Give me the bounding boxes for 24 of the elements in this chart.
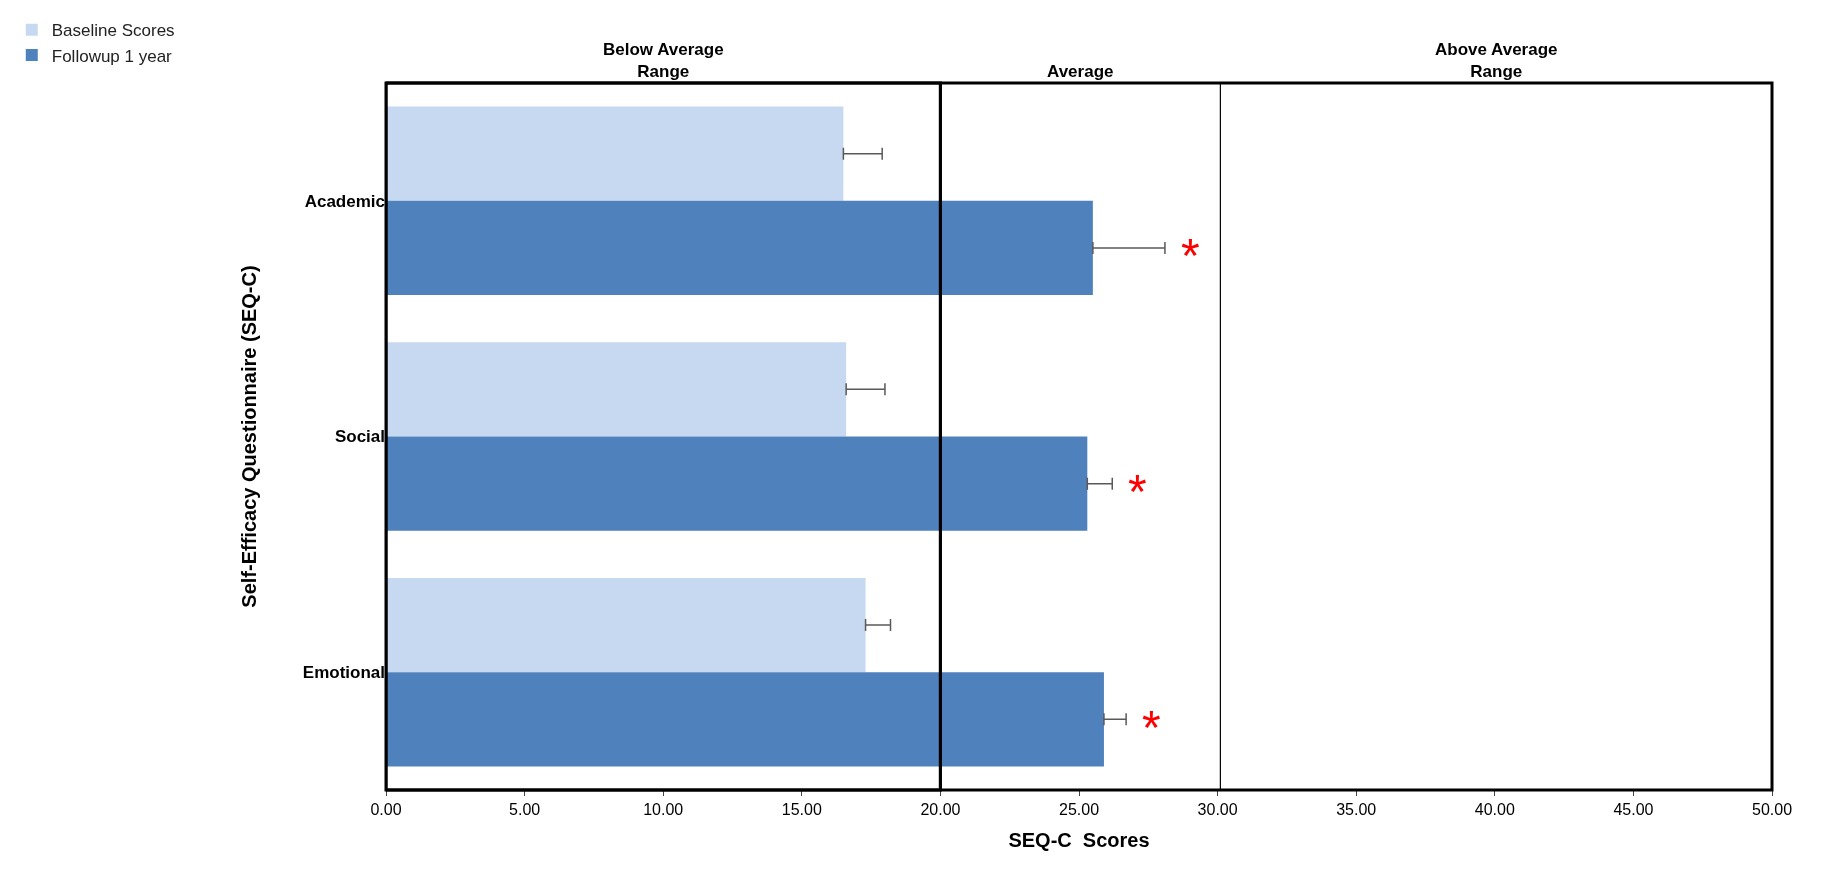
legend-label: Baseline Scores: [51, 21, 175, 41]
x-tick-label: 15.00: [781, 801, 822, 819]
x-axis-title: SEQ-C Scores: [1008, 828, 1150, 851]
x-tick-label: 10.00: [643, 801, 684, 819]
y-tick-label: Social: [334, 427, 385, 447]
x-tick-label: 20.00: [920, 801, 961, 819]
x-tick-label: 25.00: [1058, 801, 1100, 819]
x-tick-label: 40.00: [1474, 801, 1515, 819]
y-tick-label: Emotional: [302, 663, 385, 683]
text: Average: [1047, 62, 1114, 81]
x-tick-label: 30.00: [1197, 801, 1238, 819]
x-tick-label: 35.00: [1336, 801, 1377, 819]
annotation: *: [1142, 701, 1161, 754]
x-tick-label: 0.00: [370, 801, 402, 819]
x-tick-label: 50.00: [1751, 801, 1793, 819]
x-tick-label: 45.00: [1613, 801, 1654, 819]
text: Above Average Range: [1435, 40, 1558, 82]
y-axis-title: Self-Efficacy Questionnaire (SEQ-C): [238, 265, 261, 608]
x-tick-label: 5.00: [509, 801, 541, 819]
legend-label: Followup 1 year: [51, 46, 173, 66]
annotation: *: [1181, 229, 1200, 282]
annotation: *: [1128, 465, 1147, 518]
text: Below Average Range: [603, 40, 724, 82]
y-tick-label: Academic: [304, 191, 385, 211]
